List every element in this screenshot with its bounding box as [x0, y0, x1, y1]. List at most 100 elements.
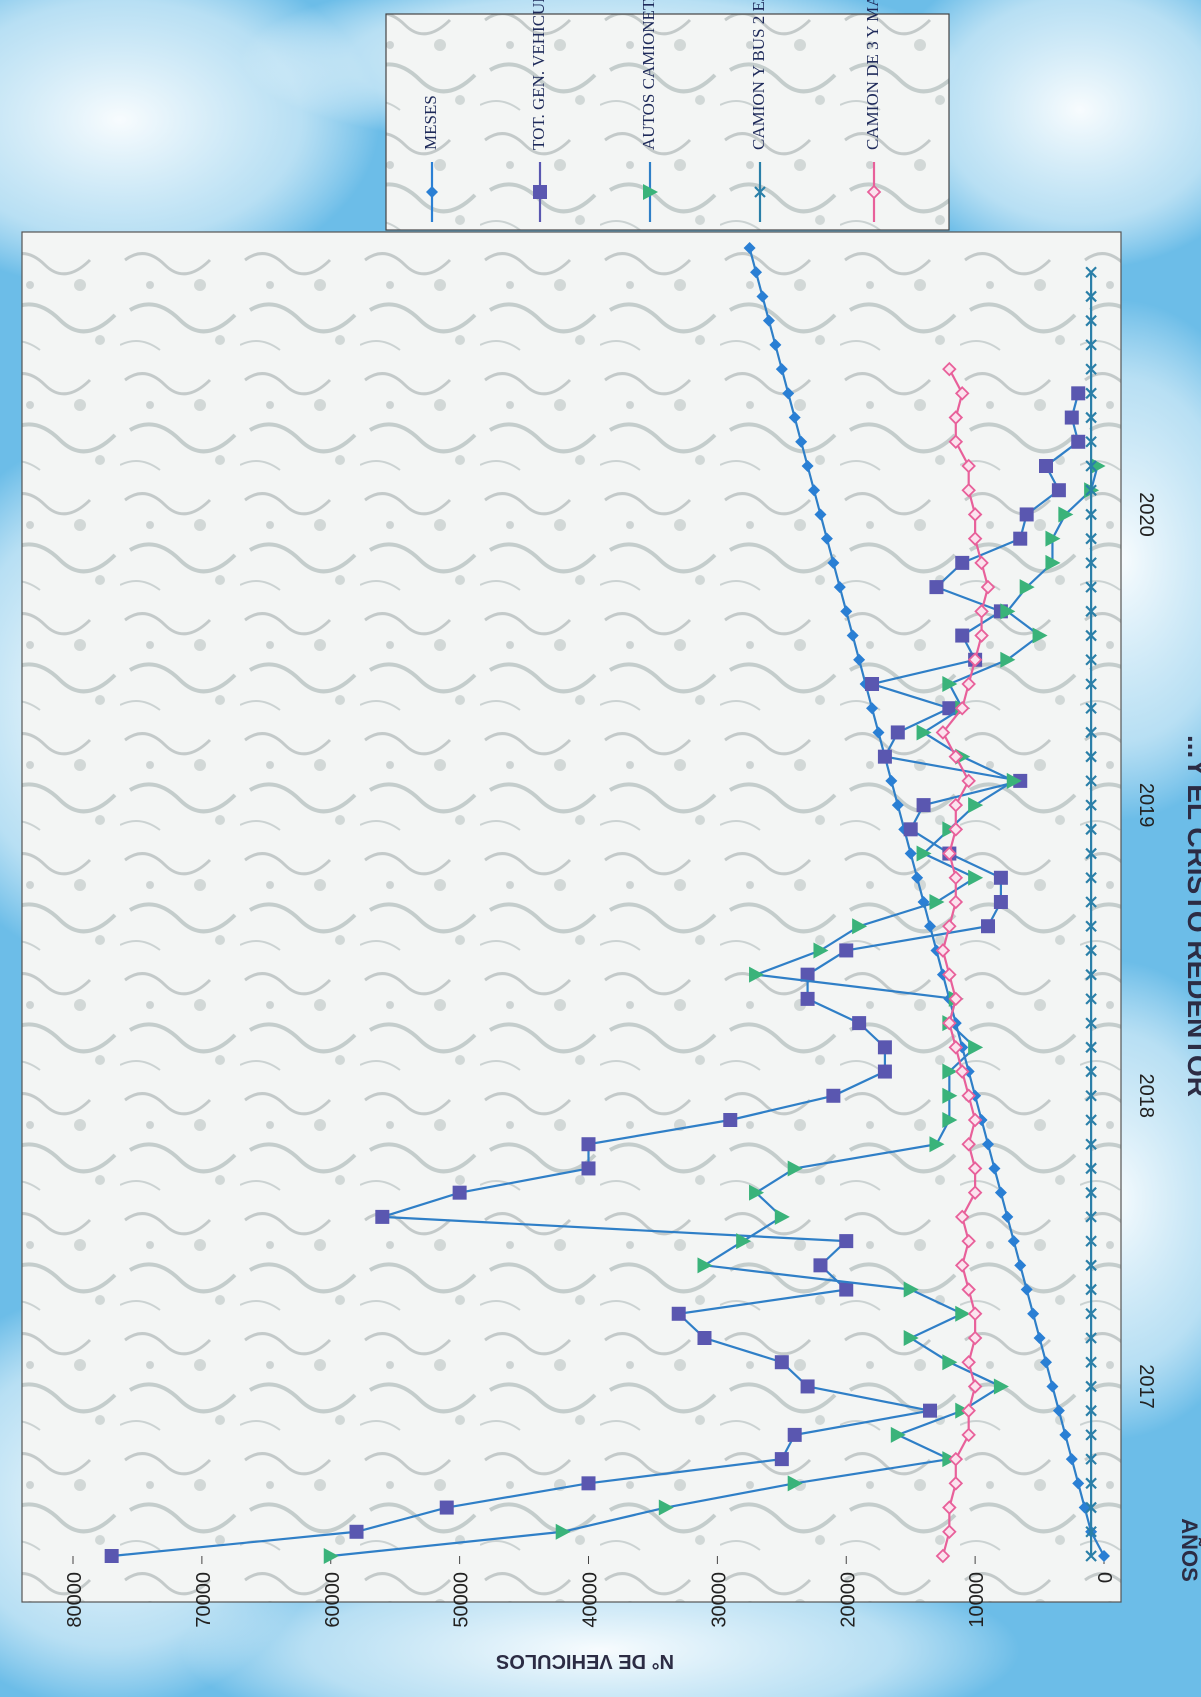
data-point: [1085, 1501, 1097, 1514]
data-point: [942, 1015, 957, 1031]
data-point: [967, 1112, 983, 1128]
data-point: [775, 363, 788, 376]
data-point: [1085, 654, 1097, 666]
data-point: [1071, 386, 1086, 401]
data-point: [890, 725, 905, 740]
data-point: [942, 967, 957, 982]
data-point: [723, 1113, 738, 1127]
legend-label: CAMION DE 3 Y MAS EJES: [863, 0, 882, 150]
data-point: [1085, 1453, 1097, 1465]
data-point: [1085, 387, 1097, 400]
y-tick-label: 60000: [322, 1572, 344, 1628]
data-point: [929, 1136, 945, 1153]
data-point: [1085, 1162, 1097, 1175]
data-point: [961, 1136, 976, 1152]
data-point: [994, 1186, 1007, 1199]
data-point: [1085, 1283, 1097, 1296]
data-point: [788, 411, 801, 424]
data-point: [877, 1040, 892, 1055]
data-point: [1085, 1090, 1097, 1102]
data-point: [104, 1549, 119, 1563]
legend-marker: [643, 184, 658, 200]
data-point: [1085, 823, 1097, 836]
data-point: [853, 653, 866, 666]
data-point: [697, 1331, 712, 1345]
data-point: [935, 725, 951, 740]
data-point: [948, 822, 964, 837]
data-point: [974, 555, 989, 571]
data-point: [942, 701, 957, 716]
data-point: [1033, 1332, 1046, 1344]
data-point: [756, 290, 769, 303]
data-point: [1020, 1283, 1033, 1296]
y-tick-label: 20000: [837, 1572, 859, 1628]
data-point: [942, 1087, 958, 1104]
data-point: [954, 386, 970, 401]
series-4: [935, 361, 996, 1564]
y-tick-label: 50000: [451, 1572, 473, 1628]
data-point: [452, 1185, 467, 1200]
data-point: [1085, 920, 1097, 932]
data-point: [1085, 750, 1097, 763]
data-point: [954, 1209, 970, 1225]
data-point: [743, 242, 756, 254]
data-point: [961, 1282, 976, 1297]
data-point: [961, 1088, 976, 1104]
data-point: [839, 1234, 854, 1249]
data-point: [787, 1160, 803, 1177]
data-point: [891, 799, 904, 812]
data-point: [903, 822, 918, 837]
data-point: [1085, 799, 1097, 811]
data-point: [968, 1039, 984, 1056]
data-point: [981, 919, 996, 934]
data-point: [948, 410, 964, 425]
data-point: [961, 482, 976, 498]
data-point: [1000, 603, 1016, 620]
data-point: [935, 1548, 951, 1564]
data-point: [1085, 314, 1097, 327]
data-point: [1027, 1307, 1040, 1320]
data-point: [1085, 1259, 1097, 1272]
data-point: [833, 581, 846, 594]
data-point: [658, 1499, 674, 1516]
legend-label: CAMION Y BUS 2 EJES: [749, 0, 768, 150]
data-point: [852, 918, 868, 935]
data-point: [948, 797, 964, 813]
data-point: [1085, 847, 1097, 860]
data-point: [967, 1379, 983, 1394]
data-point: [993, 895, 1008, 909]
series-1: [104, 386, 1086, 1563]
data-point: [1071, 434, 1086, 449]
data-point: [954, 1064, 970, 1079]
data-point: [911, 871, 924, 884]
data-point: [955, 1305, 971, 1322]
data-point: [942, 1112, 958, 1128]
x-tick-label: 2018: [1135, 1074, 1157, 1119]
data-point: [840, 605, 853, 618]
data-point: [749, 966, 765, 983]
data-point: [1085, 1332, 1097, 1344]
data-point: [1006, 772, 1022, 789]
data-point: [1085, 1380, 1097, 1393]
data-point: [1085, 993, 1097, 1005]
data-point: [1085, 726, 1097, 739]
y-tick-label: 80000: [64, 1572, 86, 1628]
data-point: [787, 1427, 802, 1442]
data-point: [800, 967, 815, 982]
data-point: [955, 628, 970, 643]
data-point: [948, 749, 964, 764]
data-point: [1085, 484, 1097, 496]
data-point: [800, 991, 815, 1006]
data-point: [948, 991, 964, 1007]
legend-item: CAMION DE 3 Y MAS EJES: [863, 0, 882, 222]
data-point: [1085, 605, 1097, 618]
data-point: [1065, 1453, 1078, 1466]
data-point: [846, 629, 859, 642]
data-point: [916, 798, 931, 813]
data-point: [323, 1548, 339, 1564]
legend-marker: [866, 184, 882, 200]
x-tick-label: 2017: [1135, 1364, 1157, 1409]
data-point: [375, 1209, 390, 1224]
data-point: [961, 676, 976, 692]
data-point: [924, 920, 937, 933]
